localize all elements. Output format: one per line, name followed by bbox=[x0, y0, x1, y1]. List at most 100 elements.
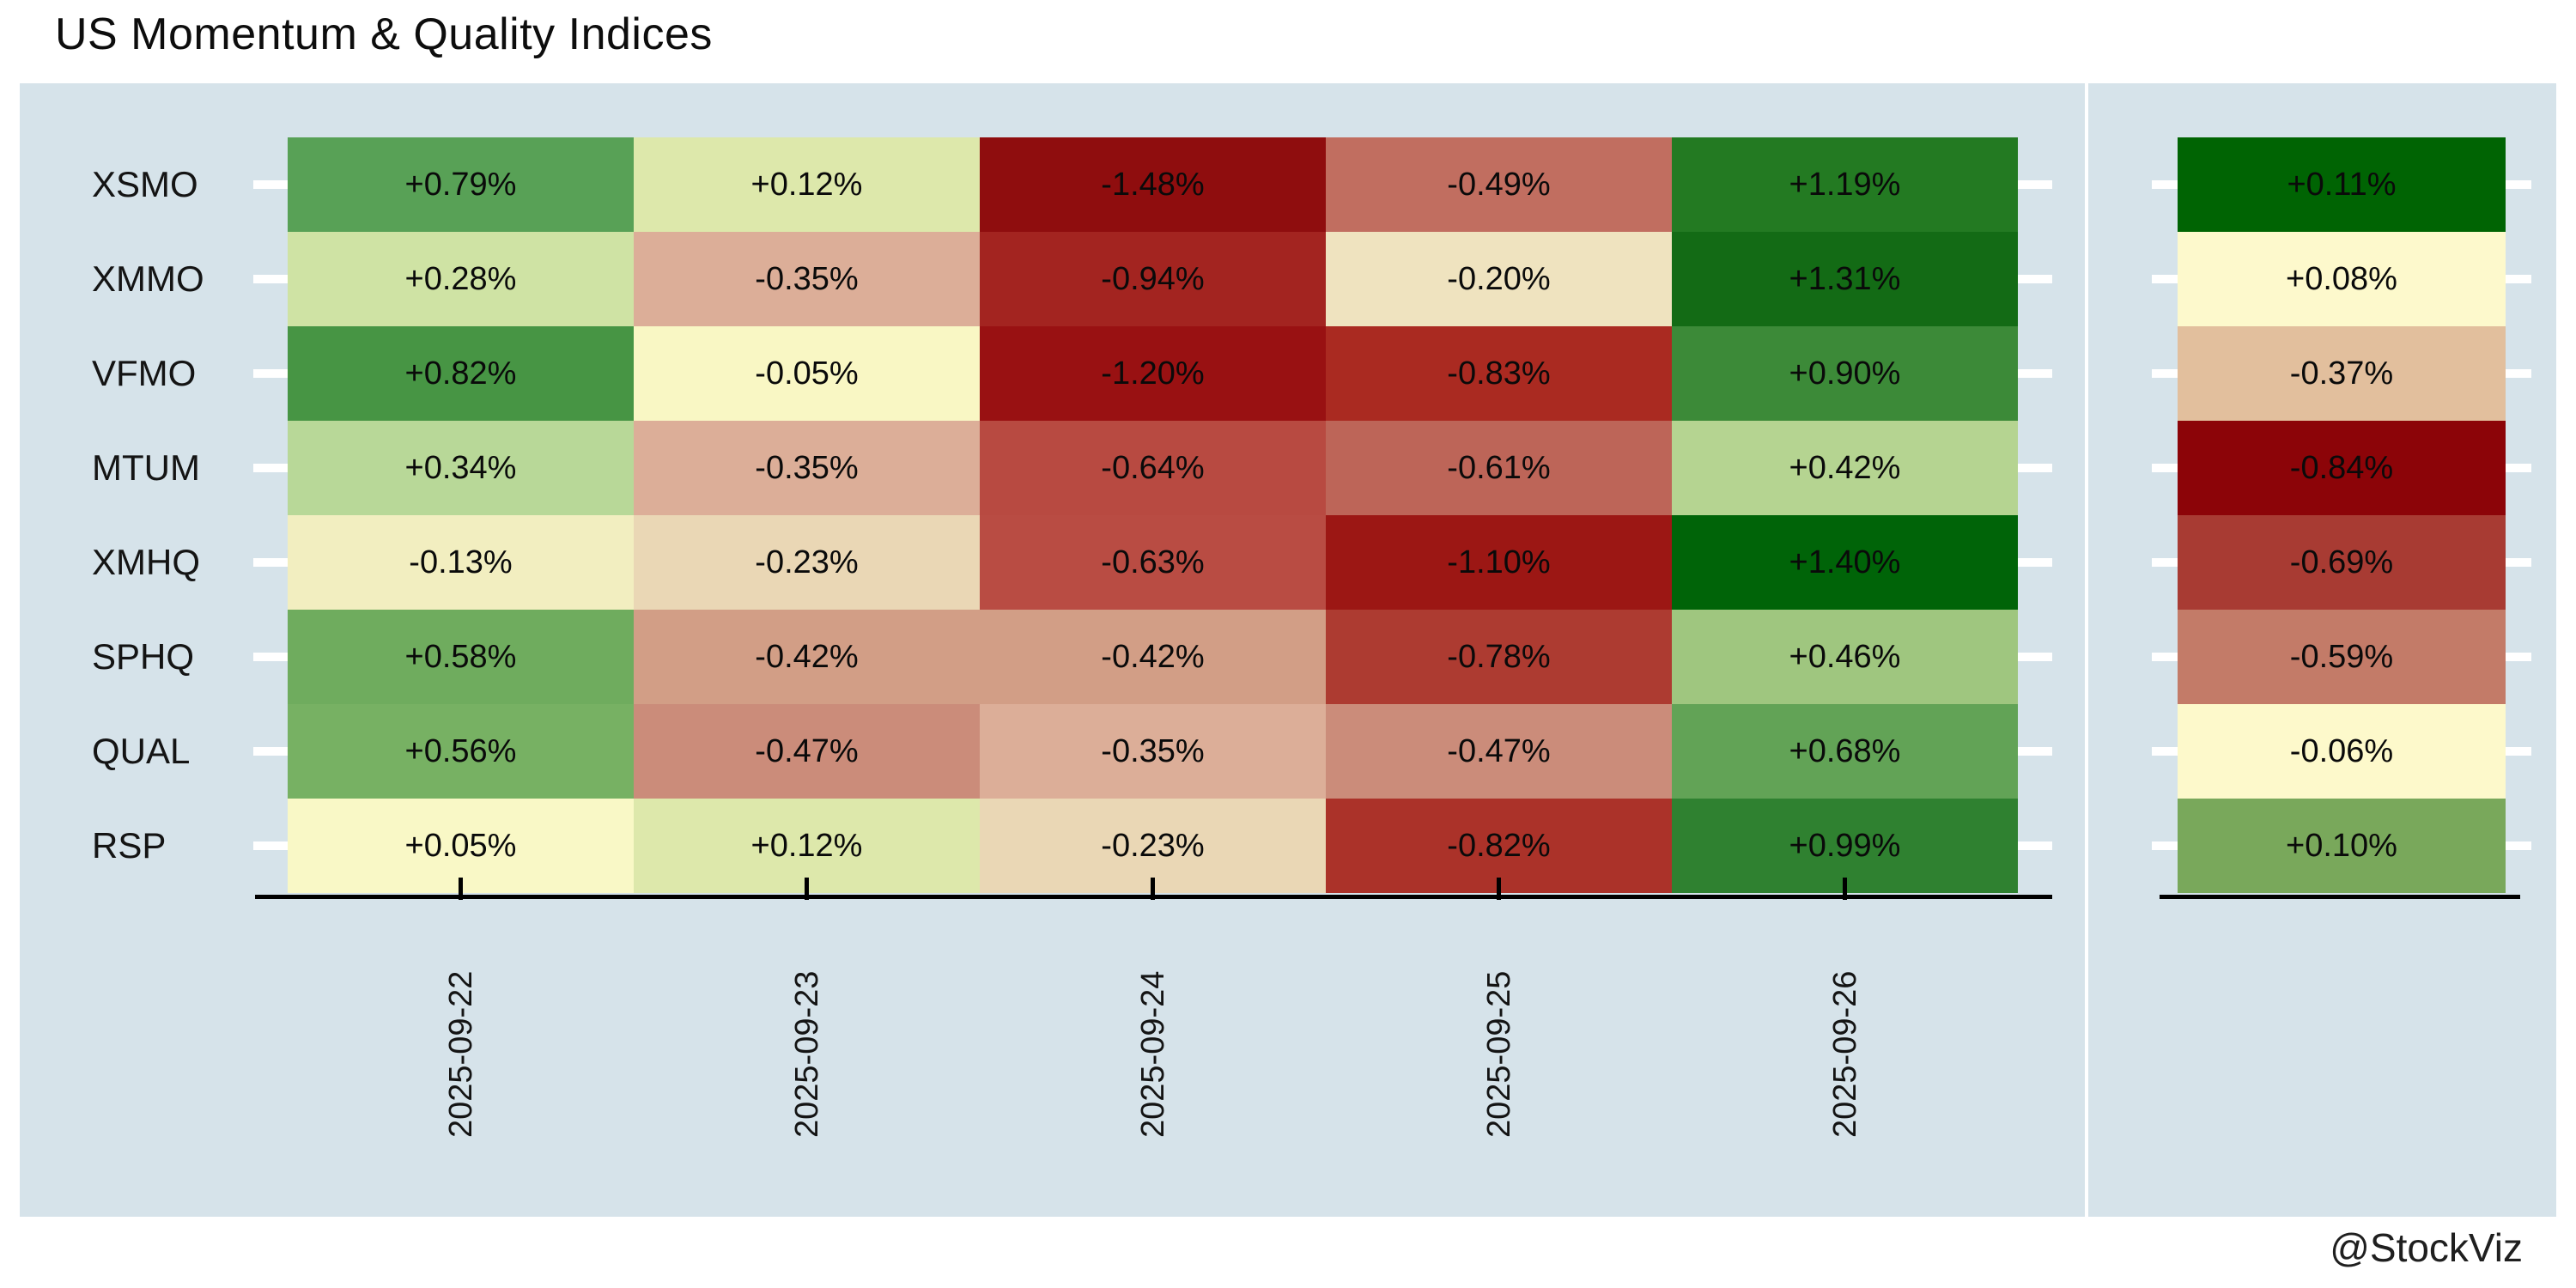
main-x-axis-line bbox=[255, 895, 2052, 899]
x-tick-label: 2025-09-23 bbox=[788, 970, 825, 1138]
row-tick bbox=[2018, 653, 2052, 661]
heatmap-cell: -1.10% bbox=[1326, 515, 1672, 610]
heatmap-cell: -0.23% bbox=[980, 799, 1326, 893]
row-tick bbox=[2152, 180, 2178, 189]
heatmap-cell: -0.05% bbox=[634, 326, 980, 421]
summary-cell: -0.06% bbox=[2178, 704, 2506, 799]
heatmap-cell: -0.35% bbox=[634, 232, 980, 326]
row-tick bbox=[2506, 841, 2531, 850]
row-tick bbox=[2018, 464, 2052, 472]
row-tick bbox=[2018, 841, 2052, 850]
heatmap-cell: -0.83% bbox=[1326, 326, 1672, 421]
x-tick bbox=[805, 878, 809, 900]
heatmap-cell: -0.82% bbox=[1326, 799, 1672, 893]
row-tick bbox=[2506, 464, 2531, 472]
summary-x-axis-line bbox=[2160, 895, 2520, 899]
summary-cell: -0.59% bbox=[2178, 610, 2506, 704]
row-tick bbox=[2018, 275, 2052, 283]
row-tick bbox=[2152, 369, 2178, 378]
row-tick bbox=[253, 841, 288, 850]
row-tick bbox=[253, 180, 288, 189]
heatmap-cell: -0.61% bbox=[1326, 421, 1672, 515]
row-label: QUAL bbox=[92, 731, 191, 771]
row-label: MTUM bbox=[92, 447, 200, 488]
row-tick bbox=[2018, 747, 2052, 756]
row-tick bbox=[2152, 841, 2178, 850]
row-tick bbox=[2018, 369, 2052, 378]
row-tick bbox=[253, 369, 288, 378]
summary-cell: +0.08% bbox=[2178, 232, 2506, 326]
heatmap-cell: +0.28% bbox=[288, 232, 634, 326]
heatmap-cell: +0.12% bbox=[634, 799, 980, 893]
row-tick bbox=[253, 558, 288, 567]
heatmap-cell: -0.13% bbox=[288, 515, 634, 610]
row-tick bbox=[253, 275, 288, 283]
summary-cell: +0.10% bbox=[2178, 799, 2506, 893]
row-tick bbox=[253, 747, 288, 756]
row-tick bbox=[2152, 464, 2178, 472]
row-label: RSP bbox=[92, 825, 167, 866]
x-tick-label: 2025-09-24 bbox=[1134, 970, 1171, 1138]
heatmap-cell: +0.79% bbox=[288, 137, 634, 232]
row-tick bbox=[253, 464, 288, 472]
heatmap-cell: +0.12% bbox=[634, 137, 980, 232]
x-tick bbox=[1497, 878, 1501, 900]
heatmap-cell: -0.20% bbox=[1326, 232, 1672, 326]
row-tick bbox=[2018, 558, 2052, 567]
row-label: SPHQ bbox=[92, 636, 195, 677]
panel-divider bbox=[2085, 83, 2088, 1217]
row-tick bbox=[2506, 275, 2531, 283]
heatmap-cell: +0.46% bbox=[1672, 610, 2018, 704]
x-tick-label: 2025-09-25 bbox=[1480, 970, 1517, 1138]
row-tick bbox=[2152, 558, 2178, 567]
heatmap-cell: +0.56% bbox=[288, 704, 634, 799]
x-tick-label: 2025-09-26 bbox=[1826, 970, 1863, 1138]
heatmap-cell: +0.42% bbox=[1672, 421, 2018, 515]
x-tick-label: 2025-09-22 bbox=[442, 970, 479, 1138]
row-tick bbox=[253, 653, 288, 661]
heatmap-cell: -0.49% bbox=[1326, 137, 1672, 232]
heatmap-cell: +0.05% bbox=[288, 799, 634, 893]
row-tick bbox=[2152, 275, 2178, 283]
page-title: US Momentum & Quality Indices bbox=[55, 9, 713, 59]
row-tick bbox=[2506, 558, 2531, 567]
heatmap-cell: +1.19% bbox=[1672, 137, 2018, 232]
row-tick bbox=[2506, 747, 2531, 756]
heatmap-cell: +1.31% bbox=[1672, 232, 2018, 326]
row-tick bbox=[2506, 653, 2531, 661]
row-label: VFMO bbox=[92, 353, 197, 393]
row-tick bbox=[2152, 747, 2178, 756]
heatmap-cell: +0.34% bbox=[288, 421, 634, 515]
watermark: @StockViz bbox=[2330, 1225, 2523, 1270]
heatmap-cell: +0.99% bbox=[1672, 799, 2018, 893]
x-tick bbox=[459, 878, 463, 900]
heatmap-cell: +0.90% bbox=[1672, 326, 2018, 421]
chart-area: XSMO XMMO VFMO MTUM XMHQ SPHQ QUAL RSP +0.79% +0… bbox=[20, 83, 2556, 1217]
summary-cell: -0.84% bbox=[2178, 421, 2506, 515]
heatmap-cell: -0.47% bbox=[634, 704, 980, 799]
heatmap-cell: -0.23% bbox=[634, 515, 980, 610]
summary-cell: +0.11% bbox=[2178, 137, 2506, 232]
row-tick bbox=[2152, 653, 2178, 661]
heatmap-cell: +0.82% bbox=[288, 326, 634, 421]
heatmap-cell: -0.42% bbox=[634, 610, 980, 704]
row-tick bbox=[2018, 180, 2052, 189]
summary-cell: -0.37% bbox=[2178, 326, 2506, 421]
row-tick bbox=[2506, 180, 2531, 189]
heatmap-cell: +0.68% bbox=[1672, 704, 2018, 799]
row-tick bbox=[2506, 369, 2531, 378]
heatmap-cell: -0.63% bbox=[980, 515, 1326, 610]
heatmap-cell: +1.40% bbox=[1672, 515, 2018, 610]
heatmap-cell: -0.42% bbox=[980, 610, 1326, 704]
heatmap-cell: -0.64% bbox=[980, 421, 1326, 515]
summary-cell: -0.69% bbox=[2178, 515, 2506, 610]
row-label: XSMO bbox=[92, 164, 198, 204]
heatmap-cell: -0.78% bbox=[1326, 610, 1672, 704]
heatmap-cell: -0.35% bbox=[980, 704, 1326, 799]
heatmap-cell: -1.48% bbox=[980, 137, 1326, 232]
heatmap-cell: -1.20% bbox=[980, 326, 1326, 421]
heatmap-cell: -0.94% bbox=[980, 232, 1326, 326]
heatmap-cell: -0.35% bbox=[634, 421, 980, 515]
row-label: XMMO bbox=[92, 258, 204, 299]
x-tick bbox=[1151, 878, 1155, 900]
